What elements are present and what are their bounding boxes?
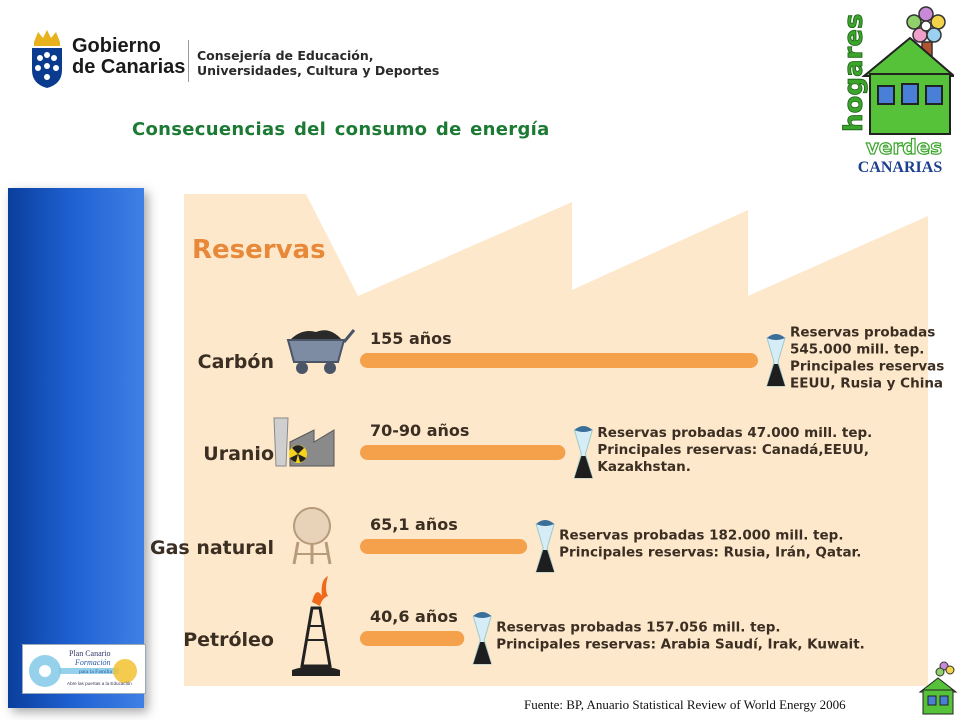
value-label: 65,1 años — [370, 515, 458, 534]
reserves-chart: Reservas Carbón 155 años Reservas probadas… — [150, 194, 944, 686]
bar-2 — [360, 445, 566, 460]
decorative-blue-bar — [8, 188, 144, 708]
value-label: 155 años — [370, 329, 452, 348]
canarias-text: CANARIAS — [858, 159, 943, 176]
hourglass-icon — [766, 334, 786, 387]
hourglass-icon — [472, 612, 492, 665]
hourglass-icon — [573, 426, 594, 479]
plan-line1: Plan Canario — [69, 649, 111, 658]
gas-tank-icon — [292, 507, 332, 565]
annotation-line: Principales reservas: Rusia, Irán, Qatar… — [559, 545, 861, 561]
plan-line2: Formación — [74, 658, 111, 667]
annotation-line: Reservas probadas 182.000 mill. tep. — [559, 528, 843, 544]
coal-cart-icon — [286, 329, 356, 374]
header-divider — [188, 40, 189, 82]
hogares-verdes-logo: hogares verdes CANARIAS — [842, 6, 954, 176]
gobierno-canarias-crest-icon — [32, 30, 62, 88]
annotation-line: Principales reservas: Arabia Saudí, Irak… — [496, 637, 865, 653]
value-label: 40,6 años — [370, 607, 458, 626]
bar-4 — [360, 631, 465, 646]
category-label: Petróleo — [183, 629, 274, 651]
hourglass-icon — [535, 520, 555, 573]
value-label: 70-90 años — [370, 421, 469, 440]
bar-1 — [360, 353, 758, 368]
annotation-line: Reservas probadas 157.056 mill. tep. — [496, 620, 780, 636]
chart-panel-background — [184, 194, 928, 686]
bar-3 — [360, 539, 528, 554]
government-name-line1: Gobierno — [72, 35, 161, 57]
nuclear-plant-icon — [273, 417, 335, 467]
annotation-line: Principales reservas — [790, 359, 944, 375]
plan-line3: para la Familia — [79, 669, 113, 675]
annotation-line: Kazakhstan. — [597, 459, 690, 475]
annotation-line: Reservas probadas 47.000 mill. tep. — [597, 425, 872, 441]
plan-line4: Abre las puertas a la Educación — [67, 681, 132, 686]
category-label: Gas natural — [150, 537, 274, 559]
annotation-line: EEUU, Rusia y China. — [790, 376, 944, 392]
government-name: Gobierno de Canarias — [72, 36, 192, 78]
annotation-line: Principales reservas: Canadá,EEUU, — [597, 442, 869, 458]
chart-title: Reservas — [192, 235, 326, 265]
government-name-line2: de Canarias — [72, 56, 186, 78]
department-line2: Universidades, Cultura y Deportes — [197, 63, 440, 78]
slide-title: Consecuencias del consumo de energía — [132, 119, 550, 140]
annotation-line: 545.000 mill. tep. — [790, 342, 924, 358]
category-label: Uranio — [203, 443, 274, 465]
verdes-text: verdes — [866, 135, 942, 159]
department-name: Consejería de Educación, Universidades, … — [197, 48, 457, 78]
category-label: Carbón — [198, 351, 274, 373]
department-line1: Consejería de Educación, — [197, 48, 374, 63]
source-note: Fuente: BP, Anuario Statistical Review o… — [524, 697, 846, 712]
small-house-logo-icon — [918, 661, 958, 715]
hogares-text: hogares — [842, 14, 869, 132]
annotation-line: Reservas probadas — [790, 325, 935, 341]
flower-icon — [906, 6, 946, 43]
plan-canario-logo: Plan Canario Formación para la Familia A… — [22, 644, 146, 694]
oil-rig-icon — [292, 576, 340, 676]
